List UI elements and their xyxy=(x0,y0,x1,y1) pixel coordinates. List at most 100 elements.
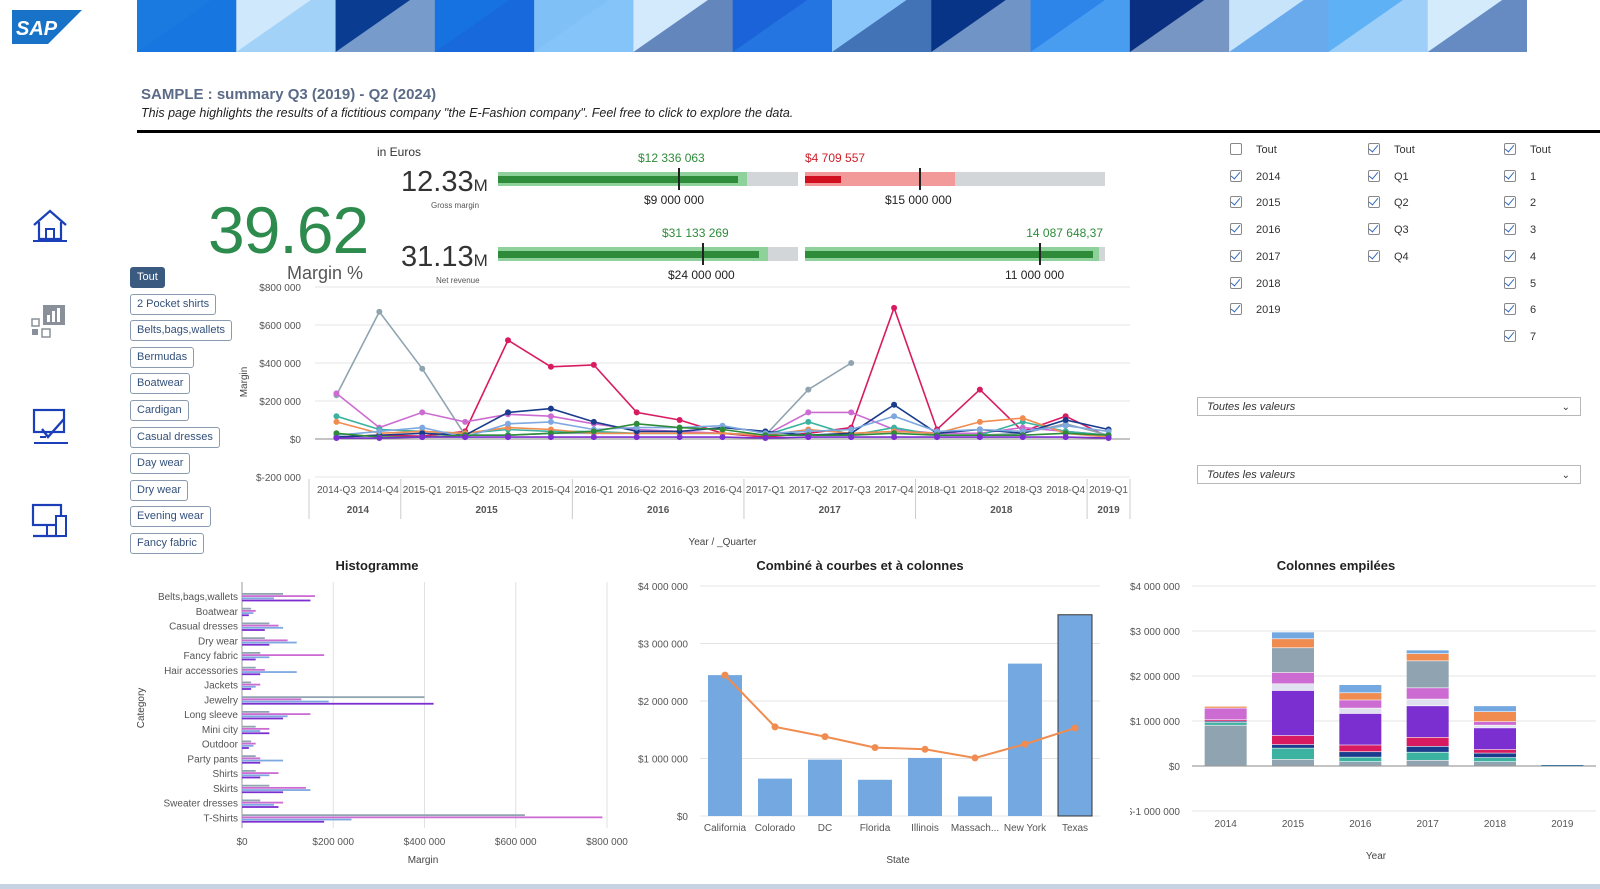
line-point[interactable] xyxy=(590,428,597,435)
line-point[interactable] xyxy=(976,434,983,441)
stacked-segment[interactable] xyxy=(1204,720,1247,721)
stacked-segment[interactable] xyxy=(1406,653,1449,661)
stacked-segment[interactable] xyxy=(1204,725,1247,766)
average-point[interactable] xyxy=(971,754,979,762)
histogram-bar[interactable] xyxy=(242,776,261,779)
histogram-bar[interactable] xyxy=(242,770,256,772)
quarter-filter-option[interactable]: Q4 xyxy=(1368,249,1409,263)
histogram-bar[interactable] xyxy=(242,698,302,701)
line-point[interactable] xyxy=(891,304,898,311)
stacked-segment[interactable] xyxy=(1406,706,1449,738)
bullet-chart[interactable]: 14 087 648,37 11 000 000 xyxy=(805,226,1105,282)
checkbox[interactable] xyxy=(1504,249,1516,262)
line-point[interactable] xyxy=(676,417,683,423)
stacked-segment[interactable] xyxy=(1406,650,1449,654)
category-pill[interactable]: Boatwear xyxy=(130,373,191,395)
stacked-segment[interactable] xyxy=(1474,761,1516,766)
chart-dashboard-icon[interactable] xyxy=(30,302,70,342)
margin-line-chart[interactable]: $800 000 $600 000 $400 000 $200 000 $0 $-200 … xyxy=(235,283,1140,563)
home-icon[interactable] xyxy=(30,205,70,245)
dropdown-filter-2[interactable]: Toutes les valeurs ⌄ xyxy=(1197,465,1581,484)
stacked-segment[interactable] xyxy=(1406,752,1449,761)
histogram-bar[interactable] xyxy=(242,654,325,656)
combo-bar[interactable] xyxy=(858,779,892,816)
line-point[interactable] xyxy=(805,434,812,441)
stacked-segment[interactable] xyxy=(1204,722,1247,725)
line-point[interactable] xyxy=(719,426,726,433)
histogram-bar[interactable] xyxy=(242,614,249,617)
histogram-bar[interactable] xyxy=(242,624,279,627)
line-point[interactable] xyxy=(676,424,683,431)
histogram-bar[interactable] xyxy=(242,622,270,625)
stacked-column-chart[interactable]: Colonnes empilées $4 000 000 $3 000 000 $2 … xyxy=(1130,560,1600,885)
month-filter-option[interactable]: 3 xyxy=(1504,223,1536,236)
histogram-bar[interactable] xyxy=(242,725,256,728)
checkbox[interactable] xyxy=(1368,169,1380,182)
histogram-bar[interactable] xyxy=(242,673,261,676)
line-point[interactable] xyxy=(1062,417,1069,423)
line-point[interactable] xyxy=(805,409,812,416)
checkbox[interactable] xyxy=(1504,303,1516,316)
month-filter-option[interactable]: 1 xyxy=(1504,169,1536,183)
stacked-segment[interactable] xyxy=(1272,759,1314,766)
stacked-segment[interactable] xyxy=(1272,735,1314,745)
stacked-segment[interactable] xyxy=(1272,690,1314,736)
histogram-bar[interactable] xyxy=(242,671,297,673)
histogram-bar[interactable] xyxy=(242,643,270,646)
line-point[interactable] xyxy=(848,360,855,366)
line-point[interactable] xyxy=(891,413,898,420)
line-point[interactable] xyxy=(333,435,340,442)
histogram-bar[interactable] xyxy=(242,772,279,774)
line-point[interactable] xyxy=(505,420,512,427)
line-point[interactable] xyxy=(676,434,683,441)
histogram-bar[interactable] xyxy=(242,801,284,804)
checkbox[interactable] xyxy=(1504,276,1516,289)
line-point[interactable] xyxy=(505,434,512,441)
histogram-bar[interactable] xyxy=(242,626,284,629)
line-point[interactable] xyxy=(547,405,554,412)
histogram-bar[interactable] xyxy=(242,639,288,642)
combo-bar[interactable] xyxy=(758,778,792,816)
line-point[interactable] xyxy=(933,434,940,441)
histogram-bar[interactable] xyxy=(242,761,261,764)
stacked-segment[interactable] xyxy=(1406,760,1449,766)
stacked-segment[interactable] xyxy=(1406,661,1449,688)
stacked-segment[interactable] xyxy=(1474,728,1516,750)
histogram-bar[interactable] xyxy=(242,740,252,743)
checkbox[interactable] xyxy=(1230,169,1242,182)
histogram-bar[interactable] xyxy=(242,803,274,806)
category-pill[interactable]: 2 Pocket shirts xyxy=(130,293,217,315)
histogram-bar[interactable] xyxy=(242,816,603,819)
quarter-filter-option[interactable]: Q1 xyxy=(1368,169,1409,183)
line-point[interactable] xyxy=(547,413,554,420)
stacked-segment[interactable] xyxy=(1474,725,1516,728)
average-point[interactable] xyxy=(921,745,929,753)
bullet-chart[interactable]: $12 336 063 $9 000 000 xyxy=(498,151,798,207)
average-point[interactable] xyxy=(771,723,779,731)
checkbox[interactable] xyxy=(1504,169,1516,182)
category-pill[interactable]: Dry wear xyxy=(130,479,189,501)
year-filter-option[interactable]: 2016 xyxy=(1230,223,1280,236)
histogram-bar[interactable] xyxy=(242,747,249,749)
line-point[interactable] xyxy=(462,418,469,425)
combo-bar[interactable] xyxy=(808,759,842,816)
line-point[interactable] xyxy=(891,434,898,441)
year-filter-option[interactable]: 2018 xyxy=(1230,276,1280,290)
line-point[interactable] xyxy=(848,409,855,416)
stacked-segment[interactable] xyxy=(1272,639,1314,648)
line-point[interactable] xyxy=(333,390,340,397)
category-pill[interactable]: Evening wear xyxy=(130,506,211,528)
stacked-segment[interactable] xyxy=(1339,713,1382,745)
histogram-bar[interactable] xyxy=(242,774,270,777)
line-point[interactable] xyxy=(505,409,512,416)
stacked-segment[interactable] xyxy=(1474,706,1516,712)
histogram-bar[interactable] xyxy=(242,612,254,614)
stacked-segment[interactable] xyxy=(1339,708,1382,714)
stacked-segment[interactable] xyxy=(1406,737,1449,747)
category-pill[interactable]: Belts,bags,wallets xyxy=(130,320,233,342)
histogram-bar[interactable] xyxy=(242,742,256,745)
stacked-segment[interactable] xyxy=(1339,761,1382,766)
stacked-segment[interactable] xyxy=(1474,712,1516,722)
average-point[interactable] xyxy=(1071,724,1079,732)
histogram-bar[interactable] xyxy=(242,711,270,713)
